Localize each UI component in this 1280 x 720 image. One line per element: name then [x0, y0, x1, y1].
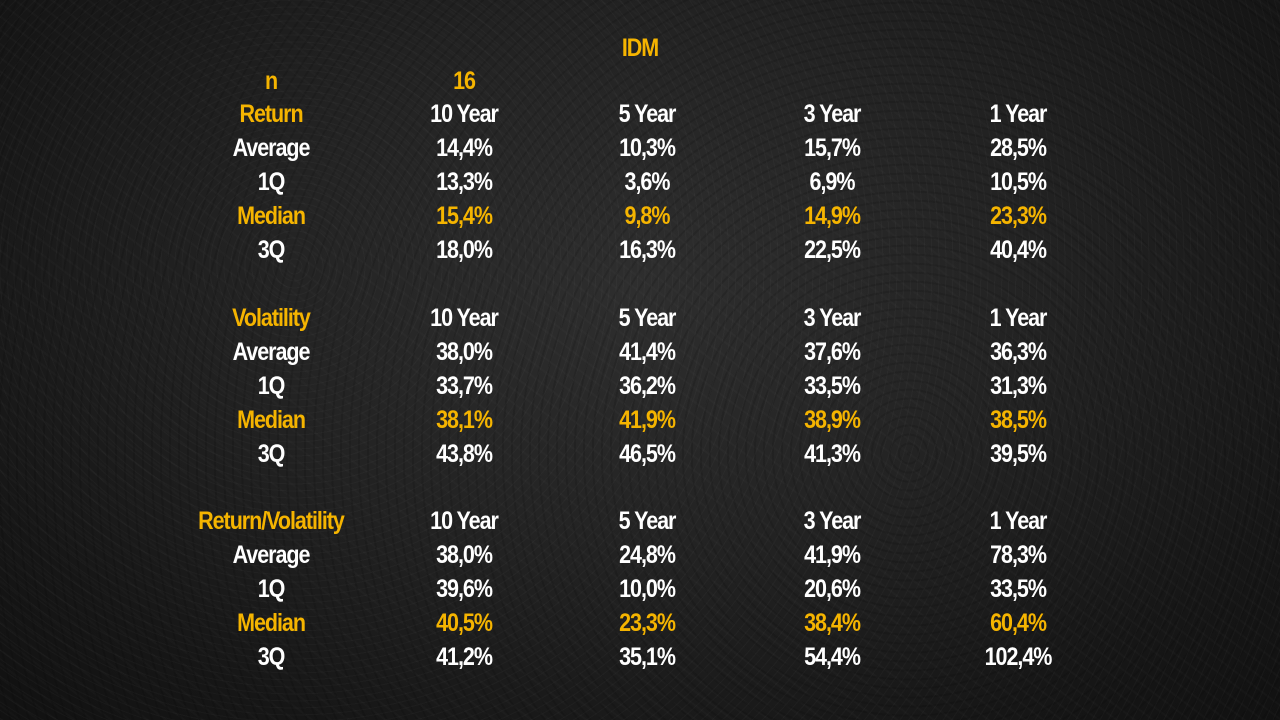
- volatility-row-median-value: 38,1%: [436, 406, 493, 434]
- return-row-3q-value: 22,5%: [804, 236, 861, 264]
- volatility-row-average-value: 38,0%: [436, 338, 493, 366]
- volatility-row-median-value: 41,9%: [619, 406, 676, 434]
- return-row-median-value: 9,8%: [624, 202, 671, 230]
- return-volatility-column-header: 10 Year: [430, 507, 499, 535]
- return-row-median-value: 23,3%: [990, 202, 1047, 230]
- volatility-row-1q-value: 33,5%: [804, 372, 861, 400]
- return-volatility-column-header: 5 Year: [618, 507, 677, 535]
- return-row-average-value: 15,7%: [804, 134, 861, 162]
- volatility-row-3q-value: 39,5%: [990, 440, 1047, 468]
- volatility-row-median-value: 38,5%: [990, 406, 1047, 434]
- return-row-1q-value: 6,9%: [809, 168, 856, 196]
- return-row-3q-value: 18,0%: [436, 236, 493, 264]
- volatility-row-3q-label: 3Q: [257, 440, 286, 468]
- return-row-average-label: Average: [232, 134, 311, 162]
- return-volatility-row-average-value: 24,8%: [619, 541, 676, 569]
- return-row-1q-value: 13,3%: [436, 168, 493, 196]
- return-volatility-row-1q-value: 39,6%: [436, 575, 493, 603]
- return-volatility-column-header: 1 Year: [989, 507, 1048, 535]
- volatility-row-average-label: Average: [232, 338, 311, 366]
- volatility-row-median-value: 38,9%: [804, 406, 861, 434]
- volatility-row-1q-label: 1Q: [257, 372, 286, 400]
- return-volatility-row-average-value: 78,3%: [990, 541, 1047, 569]
- return-column-header: 5 Year: [618, 100, 677, 128]
- return-volatility-row-median-value: 23,3%: [619, 609, 676, 637]
- volatility-row-3q-value: 41,3%: [804, 440, 861, 468]
- volatility-column-header: 10 Year: [430, 304, 499, 332]
- return-row-3q-value: 16,3%: [619, 236, 676, 264]
- return-section-header: Return: [239, 100, 303, 128]
- return-volatility-row-3q-value: 102,4%: [984, 643, 1053, 671]
- return-volatility-row-3q-label: 3Q: [257, 643, 286, 671]
- return-row-3q-label: 3Q: [257, 236, 286, 264]
- volatility-row-1q-value: 33,7%: [436, 372, 493, 400]
- page-title: IDM: [621, 34, 659, 62]
- return-column-header: 1 Year: [989, 100, 1048, 128]
- volatility-row-3q-value: 43,8%: [436, 440, 493, 468]
- return-volatility-row-median-value: 60,4%: [990, 609, 1047, 637]
- return-volatility-row-median-value: 38,4%: [804, 609, 861, 637]
- volatility-row-1q-value: 31,3%: [990, 372, 1047, 400]
- volatility-row-median-label: Median: [237, 406, 306, 434]
- volatility-column-header: 3 Year: [803, 304, 862, 332]
- volatility-row-1q-value: 36,2%: [619, 372, 676, 400]
- volatility-row-average-value: 37,6%: [804, 338, 861, 366]
- return-row-average-value: 10,3%: [619, 134, 676, 162]
- return-row-median-value: 14,9%: [804, 202, 861, 230]
- return-volatility-row-median-value: 40,5%: [436, 609, 493, 637]
- volatility-row-average-value: 36,3%: [990, 338, 1047, 366]
- return-volatility-row-average-value: 41,9%: [804, 541, 861, 569]
- return-volatility-column-header: 3 Year: [803, 507, 862, 535]
- return-row-average-value: 28,5%: [990, 134, 1047, 162]
- return-row-median-label: Median: [237, 202, 306, 230]
- return-row-1q-label: 1Q: [257, 168, 286, 196]
- return-row-average-value: 14,4%: [436, 134, 493, 162]
- return-volatility-row-3q-value: 35,1%: [619, 643, 676, 671]
- n-value: 16: [453, 67, 476, 95]
- n-label: n: [264, 67, 278, 95]
- return-volatility-section-header: Return/Volatility: [198, 507, 345, 535]
- return-volatility-row-1q-value: 10,0%: [619, 575, 676, 603]
- return-volatility-row-median-label: Median: [237, 609, 306, 637]
- volatility-row-average-value: 41,4%: [619, 338, 676, 366]
- return-row-1q-value: 10,5%: [990, 168, 1047, 196]
- return-volatility-row-1q-label: 1Q: [257, 575, 286, 603]
- return-volatility-row-average-label: Average: [232, 541, 311, 569]
- return-volatility-row-1q-value: 33,5%: [990, 575, 1047, 603]
- return-volatility-row-1q-value: 20,6%: [804, 575, 861, 603]
- return-row-3q-value: 40,4%: [990, 236, 1047, 264]
- return-row-1q-value: 3,6%: [624, 168, 671, 196]
- volatility-column-header: 5 Year: [618, 304, 677, 332]
- return-column-header: 10 Year: [430, 100, 499, 128]
- volatility-section-header: Volatility: [232, 304, 311, 332]
- return-row-median-value: 15,4%: [436, 202, 493, 230]
- volatility-column-header: 1 Year: [989, 304, 1048, 332]
- return-volatility-row-3q-value: 41,2%: [436, 643, 493, 671]
- return-column-header: 3 Year: [803, 100, 862, 128]
- volatility-row-3q-value: 46,5%: [619, 440, 676, 468]
- return-volatility-row-average-value: 38,0%: [436, 541, 493, 569]
- return-volatility-row-3q-value: 54,4%: [804, 643, 861, 671]
